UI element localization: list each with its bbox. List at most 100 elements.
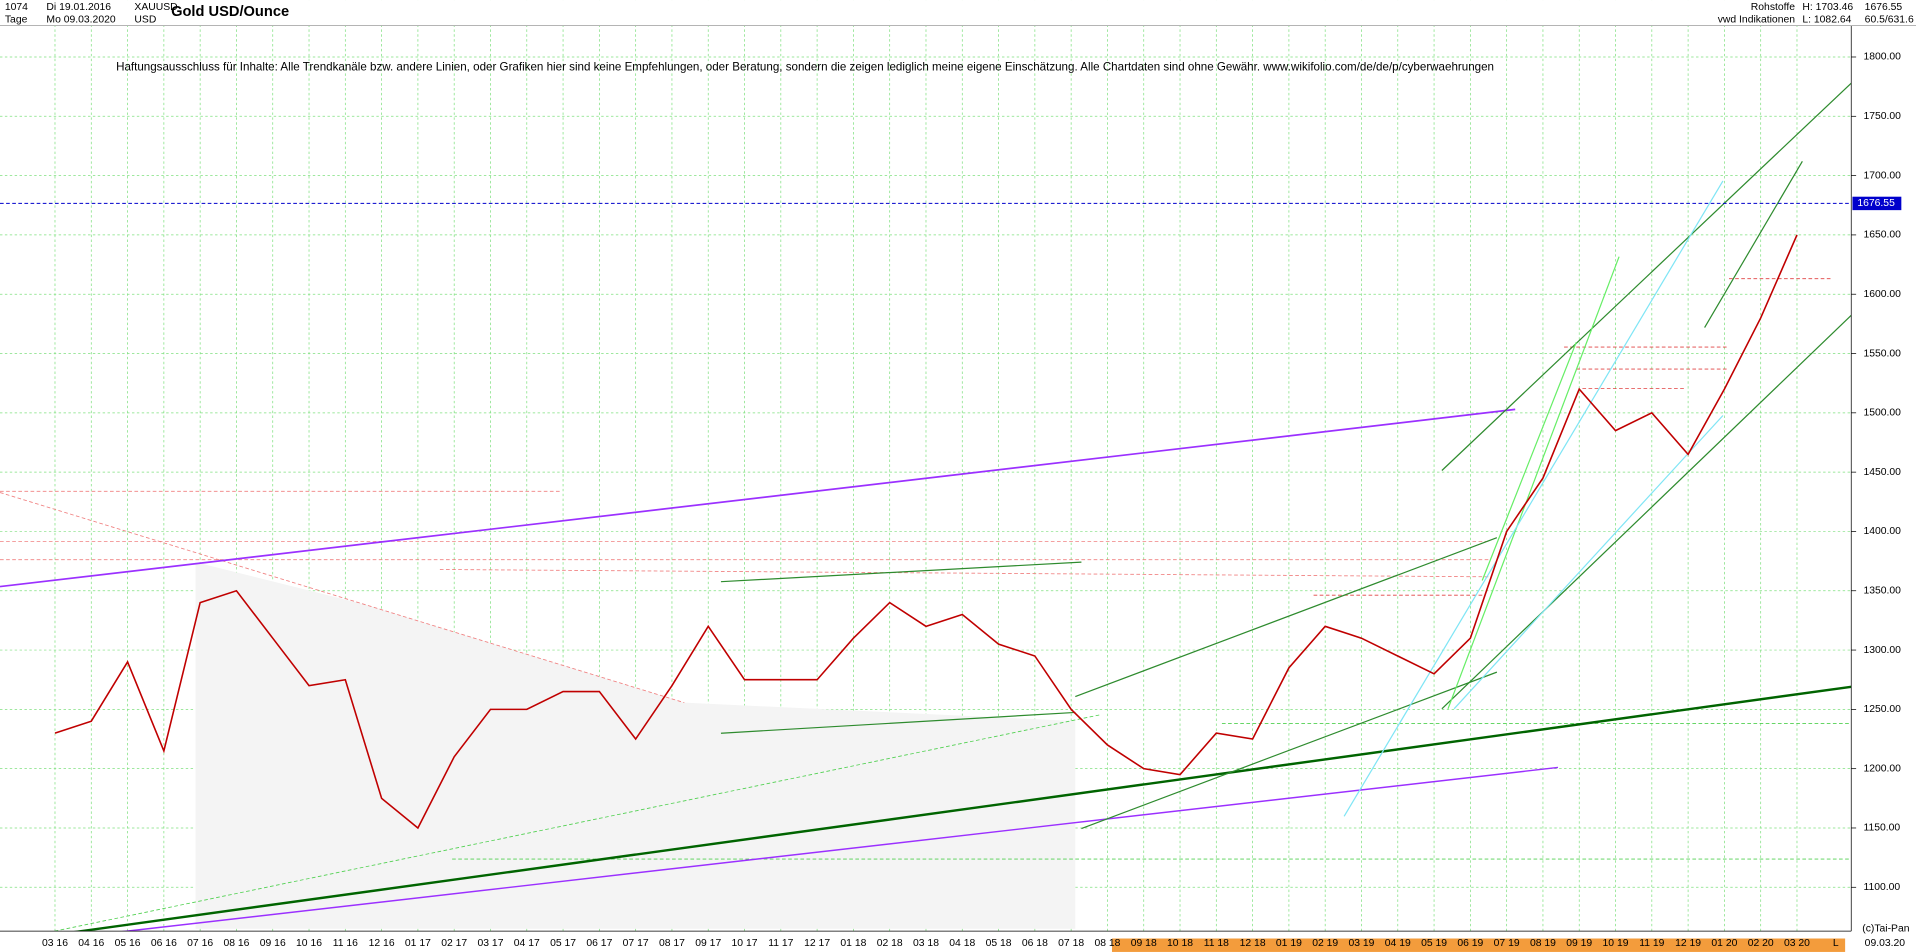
y-tick-label: 1100.00 [1863,882,1900,893]
trend-line [1081,671,1498,830]
x-tick-label: 07 19 [1494,938,1520,949]
axes: 1100.00 1150.00 1200.00 1250.00 1300.00 1350.… [42,52,1902,949]
x-tick-label: 01 18 [840,938,866,949]
last-price-box [1852,196,1902,211]
header-bar [0,0,1916,26]
x-tick-label: 04 19 [1385,938,1411,949]
trend-line [1441,314,1852,710]
price-line [54,234,1798,830]
x-tick-label: 07 18 [1058,938,1084,949]
x-tick-label: 05 19 [1421,938,1447,949]
x-tick-label: 05 16 [115,938,141,949]
x-tick-label: 03 20 [1784,938,1810,949]
x-tick-label: 03 19 [1348,938,1374,949]
last: 1676.55 [1865,2,1903,13]
y-tick-label: 1500.00 [1863,408,1901,419]
trend-line [1075,537,1498,698]
x-tick-label: 06 16 [151,938,177,949]
bars-count: 1074 [5,2,28,13]
last-price-label: 1676.55 [1857,198,1895,209]
y-tick-label: 1400.00 [1863,526,1901,537]
x-tick-label: 10 17 [732,938,758,949]
x-tick-label: 11 17 [768,938,793,949]
x-tick-label: 09 16 [260,938,286,949]
x-tick-label: 08 19 [1530,938,1556,949]
x-tick-label: 10 16 [296,938,322,949]
trend-line [1453,415,1724,710]
x-tick-label: 04 16 [78,938,104,949]
x-tick-label: 03 16 [42,938,68,949]
high: H: 1703.46 [1802,2,1853,13]
y-tick-label: 1800.00 [1863,52,1901,63]
x-tick-label: 02 17 [441,938,467,949]
trend-line [720,711,1076,734]
trend-line [1343,180,1724,817]
y-tick-label: 1300.00 [1863,645,1901,656]
chart-title: Gold USD/Ounce [171,4,289,20]
x-tick-label: 11 18 [1204,938,1229,949]
x-tick-label: 01 17 [405,938,431,949]
x-tick-label: 09 17 [695,938,721,949]
ratio: 60.5/631.6 [1865,14,1914,25]
trend-line [36,685,1852,939]
y-tick-label: 1700.00 [1863,170,1901,181]
x-tick-label: 09 18 [1131,938,1157,949]
y-tick-label: 1650.00 [1863,230,1901,241]
x-tick-label: 01 20 [1711,938,1737,949]
x-tick-label: 10 18 [1167,938,1193,949]
trend-line [1481,341,1577,581]
y-tick-label: 1150.00 [1863,823,1900,834]
trend-line [720,561,1082,583]
x-tick-label: 07 16 [187,938,213,949]
x-tick-label: 05 17 [550,938,576,949]
x-tick-label: 07 17 [623,938,649,949]
resistance-line [439,569,1491,578]
trend-line [73,766,1559,939]
x-tick-label: 02 18 [877,938,903,949]
y-tick-label: 1350.00 [1863,585,1901,596]
x-tick-label: 08 16 [223,938,249,949]
period: Tage [5,14,28,25]
y-tick-label: 1200.00 [1863,763,1901,774]
x-tick-label: 12 16 [369,938,395,949]
volume-strip [1111,938,1846,952]
x-tick-label: 01 19 [1276,938,1302,949]
copyright: (c)Tai-Pan [1862,923,1910,934]
x-tick-label: 04 18 [949,938,975,949]
shade [195,562,1076,929]
trend-line [1441,82,1852,471]
y-tick-label: 1250.00 [1863,704,1901,715]
x-tick-label: 11 19 [1639,938,1664,949]
disclaimer: Haftungsausschluss für Inhalte: Alle Tre… [116,60,1494,73]
x-tick-label: 03 18 [913,938,939,949]
trend-line [1704,161,1803,328]
x-tick-label: 04 17 [514,938,540,949]
group: Rohstoffe [1751,2,1795,13]
price-axis [1851,0,1916,952]
axis-date: 09.03.20 [1865,938,1906,949]
x-tick-label: 11 16 [333,938,358,949]
trend-line [0,492,685,704]
x-tick-label: 02 19 [1312,938,1338,949]
trend-line [36,714,1100,936]
x-tick-label: 08 17 [659,938,685,949]
x-tick-label: 02 20 [1748,938,1774,949]
x-tick-label: 03 17 [478,938,504,949]
low: L: 1082.64 [1802,14,1851,25]
currency: USD [134,14,156,25]
x-tick-label: 12 18 [1240,938,1266,949]
source: vwd Indikationen [1718,14,1796,25]
date-to: Mo 09.03.2020 [46,14,115,25]
y-tick-label: 1600.00 [1863,289,1901,300]
x-tick-label: 05 18 [986,938,1012,949]
scale-mode: L [1833,938,1839,949]
date-from: Di 19.01.2016 [46,2,111,13]
x-tick-label: 08 18 [1094,938,1120,949]
y-tick-label: 1450.00 [1863,467,1901,478]
y-tick-label: 1550.00 [1863,348,1901,359]
x-tick-label: 06 17 [586,938,612,949]
x-tick-label: 10 19 [1603,938,1629,949]
x-tick-label: 09 19 [1566,938,1592,949]
x-tick-label: 06 18 [1022,938,1048,949]
